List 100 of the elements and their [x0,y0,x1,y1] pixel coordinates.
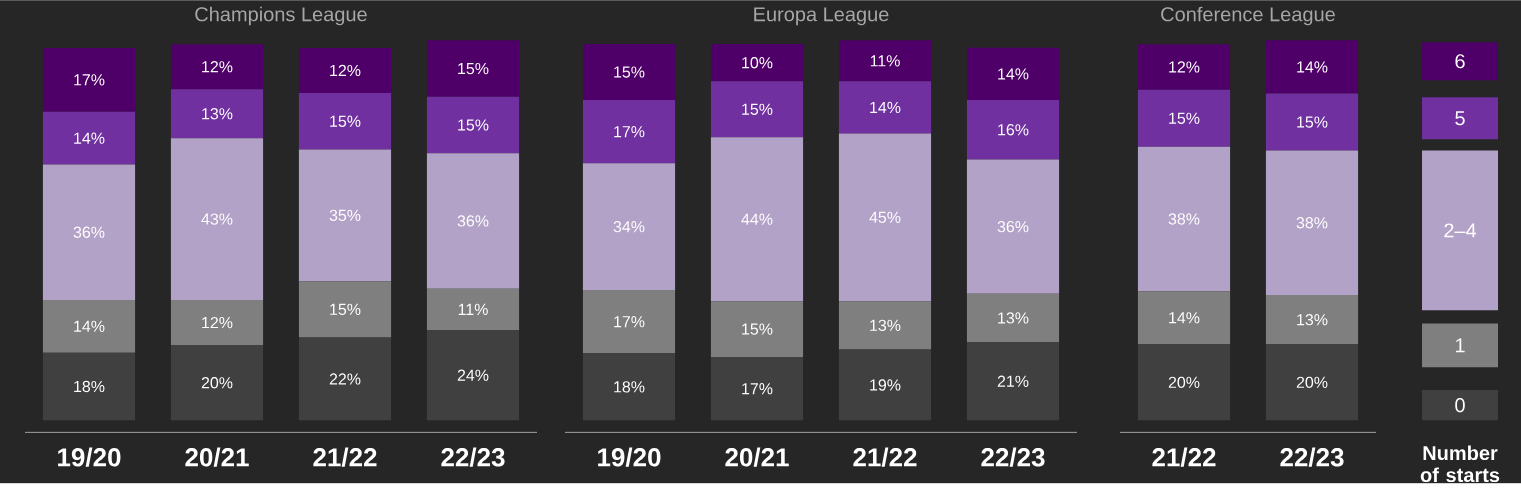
data-label: 21% [997,375,1029,387]
bar [298,281,392,338]
bar [838,301,932,350]
bar [298,48,392,94]
x-tick-label: 19/20 [598,447,661,467]
bar [582,44,676,101]
bar [1137,89,1231,147]
data-label: 15% [742,103,773,116]
x-tick-label: 20/21 [185,447,249,467]
bar [582,290,676,354]
data-label: 14% [74,320,105,333]
bar [42,111,136,165]
text: 1 [1455,338,1465,353]
bar [170,89,264,139]
text: 5 [1455,111,1465,126]
data-label: 18% [74,380,105,393]
data-label: 22% [329,373,361,385]
bar [426,153,520,289]
bar [42,352,136,421]
x-tick-label: 21/22 [1152,447,1216,467]
bar [1265,93,1359,151]
data-label: 20% [1168,376,1200,389]
bar [1265,40,1359,94]
bar [966,47,1060,101]
data-label: 17% [742,383,773,395]
data-label: 11% [870,55,900,67]
data-label: 43% [201,213,233,225]
data-label: 15% [458,119,489,131]
data-label: 38% [1296,217,1328,229]
bar [426,288,520,331]
text: 6 [1455,54,1465,69]
data-label: 24% [457,369,489,381]
bar [966,342,1060,421]
bar [426,40,520,97]
x-tick-label: 21/22 [313,447,377,467]
data-label: 15% [742,323,773,335]
x-tick-label: 22/23 [981,447,1045,467]
data-label: 18% [614,381,645,393]
bar [298,93,392,150]
data-label: 17% [614,316,645,328]
data-label: 14% [870,101,901,114]
chart-title: Conference League [1161,6,1335,26]
bar [170,138,264,301]
data-label: 12% [202,61,233,73]
bar [1265,150,1359,296]
data-label: 14% [1169,312,1200,324]
chart-title: Champions League [195,6,367,26]
data-label: 14% [998,68,1029,80]
chart-title: Europa League [754,7,889,26]
bar [170,345,264,421]
data-label: 17% [614,126,645,138]
bar [1137,344,1231,421]
data-label: 15% [458,63,489,75]
bar [1265,344,1359,421]
data-label: 36% [457,215,489,227]
bar [298,149,392,282]
data-label: 14% [74,132,105,144]
data-label: 38% [1168,213,1200,225]
bar [710,301,804,358]
data-label: 13% [202,108,233,120]
bar [42,300,136,353]
data-label: 20% [1296,376,1328,389]
bar [838,133,932,302]
bar [966,159,1060,294]
data-label: 34% [613,221,645,233]
data-label: 13% [998,312,1029,324]
bar [710,81,804,138]
bar [1137,291,1231,345]
data-label: 19% [870,379,901,391]
bar [838,349,932,421]
x-tick-label: 19/20 [58,447,121,467]
bar [582,353,676,421]
data-label: 20% [201,377,233,389]
x-tick-label: 20/21 [725,447,789,467]
data-label: 12% [202,317,233,329]
bar [710,357,804,421]
data-label: 15% [614,66,645,78]
data-label: 11% [458,303,488,316]
data-label: 15% [1169,112,1200,124]
x-tick-label: 21/22 [853,447,917,467]
bar [838,40,932,82]
bar [1265,295,1359,345]
bar [710,44,804,82]
bar [966,293,1060,343]
data-label: 13% [1297,314,1328,326]
bar [42,48,136,112]
data-label: 14% [1297,61,1328,73]
data-label: 12% [330,64,361,77]
text: 2–4 [1444,223,1477,238]
bar [966,100,1060,160]
bar [42,164,136,301]
bar [170,300,264,346]
data-label: 15% [330,115,361,127]
bar [170,44,264,90]
data-label: 17% [74,74,105,86]
x-tick-label: 22/23 [441,447,505,467]
bar [582,100,676,164]
bar [1137,146,1231,292]
text: 0 [1455,398,1465,413]
data-label: 35% [329,209,361,222]
